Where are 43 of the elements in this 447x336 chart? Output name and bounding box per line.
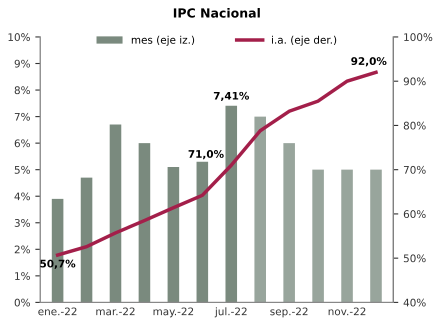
y-tick-label: 0% — [14, 298, 30, 307]
y-tick-label: 6% — [14, 139, 30, 148]
legend-label: i.a. (eje der.) — [272, 36, 336, 46]
y2-tick-label: 60% — [404, 210, 426, 218]
bar — [254, 116, 266, 302]
chart-title: IPC Nacional — [174, 8, 260, 18]
y-tick-label: 3% — [14, 218, 30, 227]
data-label: 92,0% — [351, 57, 386, 66]
data-label: 71,0% — [188, 150, 224, 160]
bar — [138, 143, 150, 302]
x-tick-label: may.-22 — [154, 307, 194, 318]
x-tick-label: nov.-22 — [328, 307, 366, 316]
y2-tick-label: 40% — [404, 298, 426, 307]
y2-tick-label: 70% — [404, 166, 426, 174]
y-tick-label: 9% — [14, 60, 30, 68]
data-label: 50,7% — [40, 260, 76, 269]
bar — [80, 178, 92, 302]
bar — [196, 162, 208, 302]
bar — [312, 170, 324, 302]
y2-tick-label: 90% — [404, 77, 426, 86]
bar — [283, 143, 295, 302]
y-tick-label: 2% — [14, 246, 30, 254]
x-tick-label: sep.-22 — [270, 307, 308, 318]
x-tick-label: jul.-22 — [214, 307, 247, 318]
y-tick-label: 10% — [8, 33, 30, 42]
y2-tick-label: 80% — [404, 122, 426, 130]
bar — [225, 106, 238, 302]
y2-tick-label: 50% — [404, 254, 426, 262]
y-tick-label: 1% — [15, 272, 30, 280]
y-tick-label: 7% — [14, 112, 30, 121]
y-tick-label: 8% — [14, 86, 30, 94]
y-tick-label: 4% — [14, 192, 30, 200]
y-tick-label: 5% — [14, 166, 30, 174]
bar — [168, 167, 180, 302]
data-label: 7,41% — [214, 92, 250, 102]
bar — [110, 124, 122, 302]
bar — [370, 170, 382, 302]
y2-tick-label: 100% — [404, 33, 432, 42]
x-tick-label: mar.-22 — [96, 307, 135, 316]
bar — [341, 170, 353, 302]
legend-label: mes (eje iz.) — [132, 36, 194, 46]
line-series — [56, 70, 378, 257]
x-tick-label: ene.-22 — [38, 307, 76, 316]
